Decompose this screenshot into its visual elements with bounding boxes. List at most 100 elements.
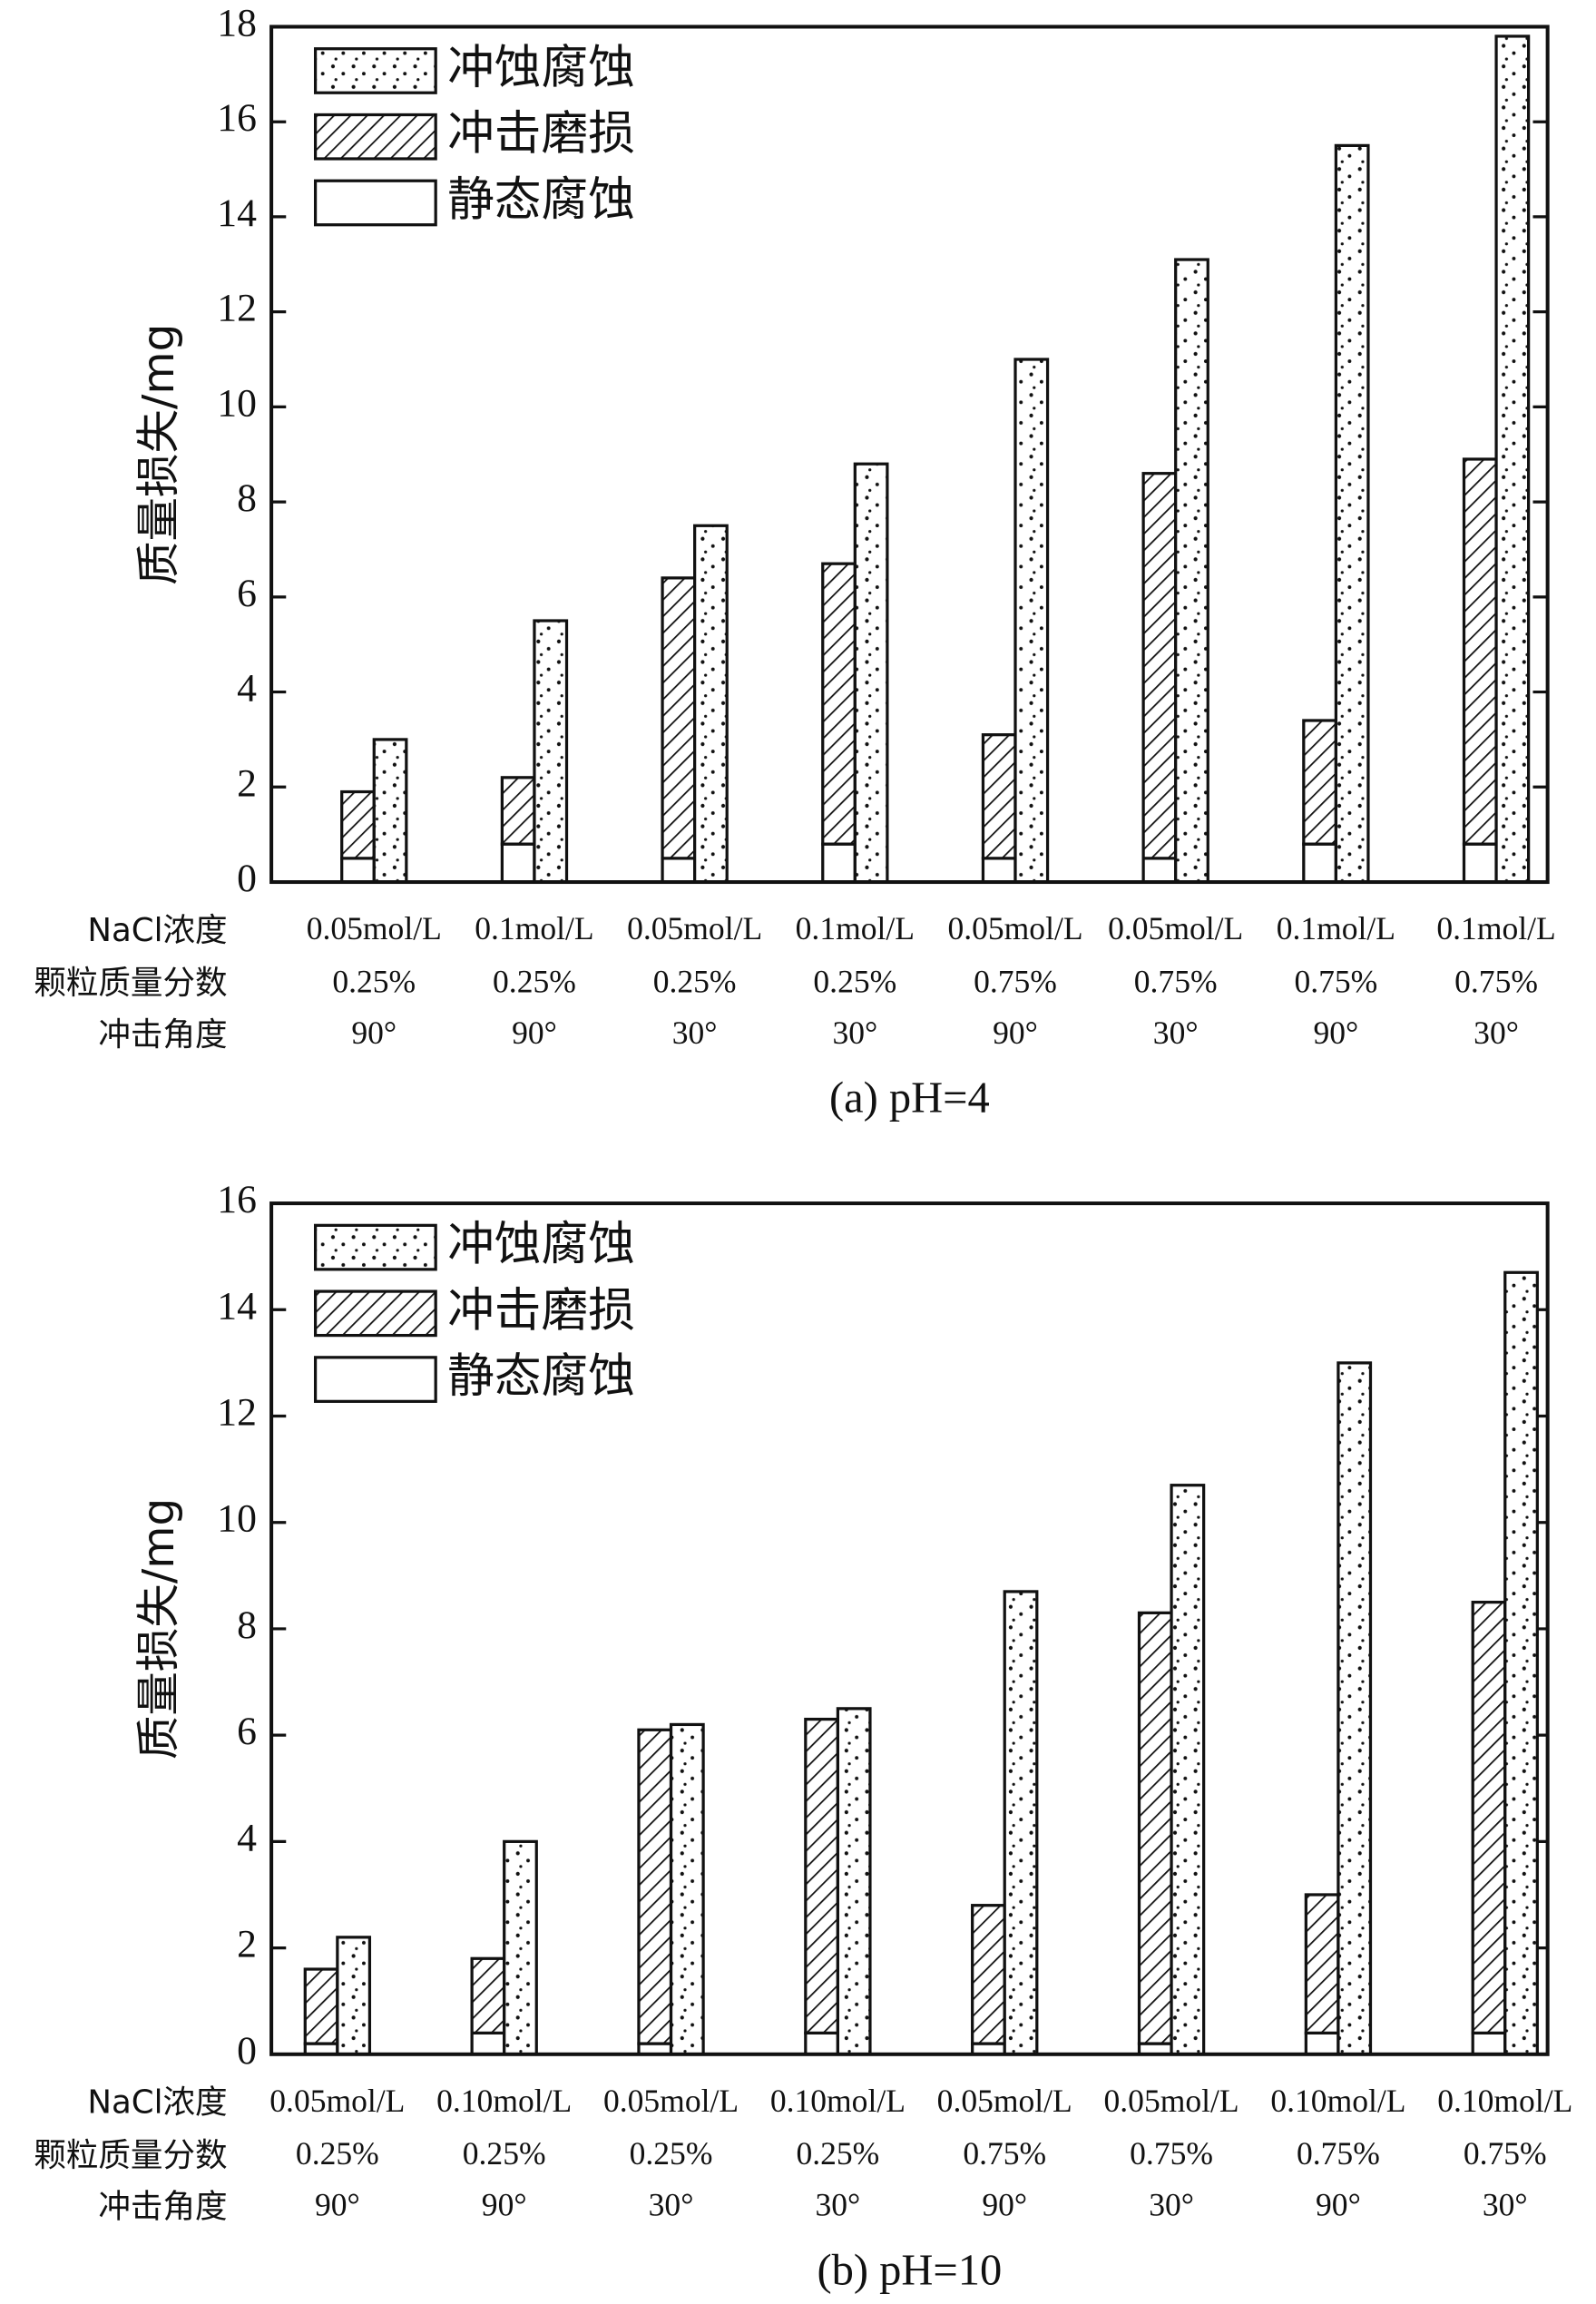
x-tick-label: 0.1mol/L (796, 910, 915, 946)
bar-segment (804, 1717, 839, 2034)
x-tick-label: 0.25% (463, 2135, 546, 2172)
bar-segment (1302, 842, 1337, 884)
plot-frame (269, 1201, 1550, 2056)
bar-segment (1503, 1270, 1539, 2056)
row-label: 颗粒质量分数 (34, 2137, 227, 2174)
row-label: 冲击角度 (98, 1016, 227, 1054)
subtitle: (a) pH=4 (829, 1074, 990, 1123)
legend-swatch (313, 1289, 437, 1338)
x-tick-label: 0.75% (1294, 963, 1377, 999)
y-tick-label: 12 (217, 287, 257, 330)
legend-swatch (313, 179, 437, 227)
y-tick-label: 0 (237, 857, 257, 900)
x-tick-label: 0.75% (1464, 2135, 1547, 2172)
row-label: NaCl浓度 (87, 912, 227, 949)
bar-segment (661, 857, 697, 884)
y-axis-label: 质量损失/mg (133, 324, 184, 585)
x-tick-label: 0.1mol/L (1277, 910, 1395, 946)
x-tick-label: 0.75% (1454, 963, 1538, 999)
x-tick-label: 0.25% (296, 2135, 379, 2172)
bar-segment (693, 524, 729, 884)
legend-label: 冲蚀腐蚀 (447, 41, 635, 95)
x-tick-label: 0.25% (332, 963, 416, 999)
bar-segment (1462, 842, 1498, 884)
bar-segment (1003, 1590, 1039, 2056)
x-tick-label: 0.75% (1134, 963, 1218, 999)
y-tick-label: 6 (237, 1710, 257, 1753)
bar-segment (470, 1956, 506, 2034)
y-tick-label: 14 (217, 1284, 257, 1328)
x-tick-label: 0.05mol/L (937, 2083, 1072, 2119)
x-tick-label: 30° (832, 1015, 877, 1051)
bar-segment (853, 462, 889, 884)
y-axis-label: 质量损失/mg (133, 1498, 184, 1760)
x-tick-label: 0.05mol/L (307, 910, 442, 946)
x-tick-label: 30° (1474, 1015, 1519, 1051)
y-tick-label: 2 (237, 1923, 257, 1966)
x-tick-label: 0.1mol/L (475, 910, 593, 946)
bar-segment (661, 576, 697, 860)
y-tick-label: 4 (237, 1816, 257, 1859)
bar-segment (637, 1728, 673, 2045)
x-tick-label: 0.75% (1130, 2135, 1213, 2172)
x-tick-label: 0.25% (630, 2135, 713, 2172)
x-tick-label: 90° (1316, 2187, 1361, 2223)
x-tick-label: 0.05mol/L (627, 910, 762, 946)
bar-segment (1170, 1484, 1206, 2056)
bar-segment (1141, 857, 1178, 884)
x-tick-label: 0.05mol/L (1108, 910, 1243, 946)
bar-segment (1471, 2031, 1507, 2056)
bar-segment (1137, 1611, 1173, 2045)
bar-segment (1494, 34, 1531, 884)
y-tick-label: 4 (237, 667, 257, 711)
bar-segment (1304, 2031, 1340, 2056)
bar-segment (981, 857, 1017, 884)
bar-segment (1462, 457, 1498, 846)
x-tick-label: 0.25% (653, 963, 737, 999)
bar-segment (500, 842, 536, 884)
bar-segment (1337, 1361, 1373, 2056)
bar-segment (1141, 472, 1178, 860)
x-tick-label: 90° (993, 1015, 1038, 1051)
legend-swatch (313, 1356, 437, 1403)
bar-segment (1334, 143, 1370, 884)
x-tick-label: 90° (512, 1015, 557, 1051)
bar-segment (821, 562, 857, 846)
bar-segment (1304, 1893, 1340, 2034)
x-tick-label: 90° (351, 1015, 397, 1051)
x-tick-label: 30° (1149, 2187, 1194, 2223)
bar-segment (1302, 719, 1337, 846)
x-tick-label: 30° (672, 1015, 718, 1051)
x-tick-label: 30° (649, 2187, 694, 2223)
x-tick-label: 0.10mol/L (1437, 2083, 1572, 2119)
row-label: 颗粒质量分数 (34, 965, 227, 1002)
bar-segment (1471, 1601, 1507, 2034)
y-tick-label: 16 (217, 96, 257, 140)
subtitle: (b) pH=10 (817, 2246, 1002, 2294)
x-tick-label: 0.75% (1297, 2135, 1380, 2172)
x-tick-label: 90° (315, 2187, 360, 2223)
x-tick-label: 0.25% (813, 963, 896, 999)
bar-segment (669, 1722, 705, 2056)
legend-swatch (313, 47, 437, 94)
bar-segment (1013, 358, 1050, 884)
bar-segment (303, 1967, 339, 2045)
y-tick-label: 8 (237, 1603, 257, 1647)
x-tick-label: 0.10mol/L (1270, 2083, 1405, 2119)
x-tick-label: 0.25% (493, 963, 576, 999)
legend-label: 冲击磨损 (447, 107, 635, 162)
x-tick-label: 0.75% (963, 2135, 1046, 2172)
x-tick-label: 0.05mol/L (603, 2083, 739, 2119)
bar-segment (500, 776, 536, 846)
legend-swatch (313, 113, 437, 161)
x-tick-label: 0.05mol/L (269, 2083, 405, 2119)
row-label: NaCl浓度 (87, 2084, 227, 2122)
y-tick-label: 8 (237, 476, 257, 520)
bar-segment (836, 1707, 872, 2056)
y-tick-label: 6 (237, 572, 257, 615)
y-tick-label: 12 (217, 1391, 257, 1435)
y-tick-label: 0 (237, 2029, 257, 2073)
bar-segment (340, 789, 376, 860)
bar-segment (821, 842, 857, 884)
x-tick-label: 0.10mol/L (436, 2083, 572, 2119)
